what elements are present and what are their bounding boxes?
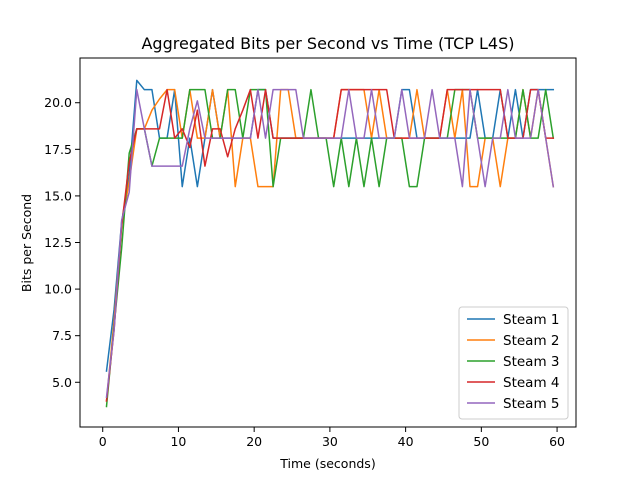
x-tick-label: 50 [473, 434, 489, 449]
y-tick-label: 12.5 [44, 235, 72, 250]
legend-box [458, 306, 569, 420]
y-tick-label: 7.5 [52, 328, 72, 343]
x-axis: 0 10 20 30 40 50 60 [99, 427, 565, 449]
plot-frame [79, 57, 577, 428]
series-line-3 [105, 88, 555, 408]
x-tick-label: 10 [170, 434, 186, 449]
legend-label: Steam 3 [503, 354, 559, 370]
y-tick-label: 15.0 [44, 188, 72, 203]
legend-label: Steam 5 [503, 396, 559, 412]
legend: Steam 1 Steam 2 Steam 3 Steam 4 Steam 5 [458, 306, 569, 420]
series-line-5 [105, 88, 555, 399]
x-tick-label: 30 [322, 434, 338, 449]
y-tick-label: 17.5 [44, 142, 72, 157]
legend-label: Steam 4 [503, 375, 559, 391]
y-axis-label: Bits per Second [19, 194, 34, 292]
x-tick-label: 0 [99, 434, 107, 449]
x-axis-label: Time (seconds) [279, 456, 375, 471]
legend-label: Steam 2 [503, 333, 559, 349]
chart-title: Aggregated Bits per Second vs Time (TCP … [141, 34, 514, 53]
series-layer [105, 79, 555, 408]
y-axis: 5.0 7.5 10.0 12.5 15.0 17.5 20.0 [44, 95, 80, 390]
x-tick-label: 60 [549, 434, 565, 449]
legend-label: Steam 1 [503, 312, 559, 328]
x-tick-label: 20 [246, 434, 262, 449]
y-tick-label: 10.0 [44, 282, 72, 297]
y-tick-label: 5.0 [52, 375, 72, 390]
y-tick-label: 20.0 [44, 95, 72, 110]
x-tick-label: 40 [398, 434, 414, 449]
